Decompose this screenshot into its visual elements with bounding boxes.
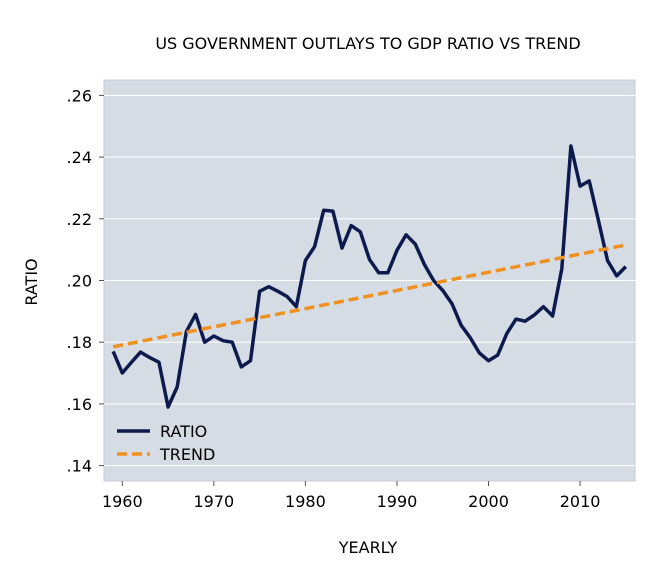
series-line-trend [112, 243, 627, 349]
chart-title: US GOVERNMENT OUTLAYS TO GDP RATIO VS TR… [155, 34, 580, 53]
y-axis-ticks: .14 .16 .18 .20 .22 .24 .26 [67, 86, 104, 476]
x-axis-label: YEARLY [338, 538, 398, 557]
y-tick-label: .26 [67, 86, 92, 105]
legend-ratio-label: RATIO [160, 422, 207, 441]
legend: RATIO TREND [117, 422, 215, 464]
series-group [111, 144, 628, 409]
y-tick-label: .18 [67, 333, 92, 352]
y-axis-label: RATIO [22, 258, 41, 305]
x-tick-label: 2000 [468, 492, 509, 511]
x-axis-ticks: 1960 1970 1980 1990 2000 2010 [102, 481, 600, 511]
x-tick-label: 1960 [102, 492, 143, 511]
y-tick-label: .20 [67, 272, 92, 291]
x-tick-label: 1970 [194, 492, 235, 511]
y-tick-label: .24 [67, 148, 92, 167]
y-tick-label: .16 [67, 395, 92, 414]
x-tick-label: 1980 [285, 492, 326, 511]
gridlines [104, 94, 635, 467]
x-tick-label: 2010 [560, 492, 601, 511]
y-tick-label: .22 [67, 210, 92, 229]
y-tick-label: .14 [67, 457, 92, 476]
x-tick-label: 1990 [377, 492, 418, 511]
legend-trend-label: TREND [159, 445, 215, 464]
series-line-ratio [111, 144, 628, 409]
